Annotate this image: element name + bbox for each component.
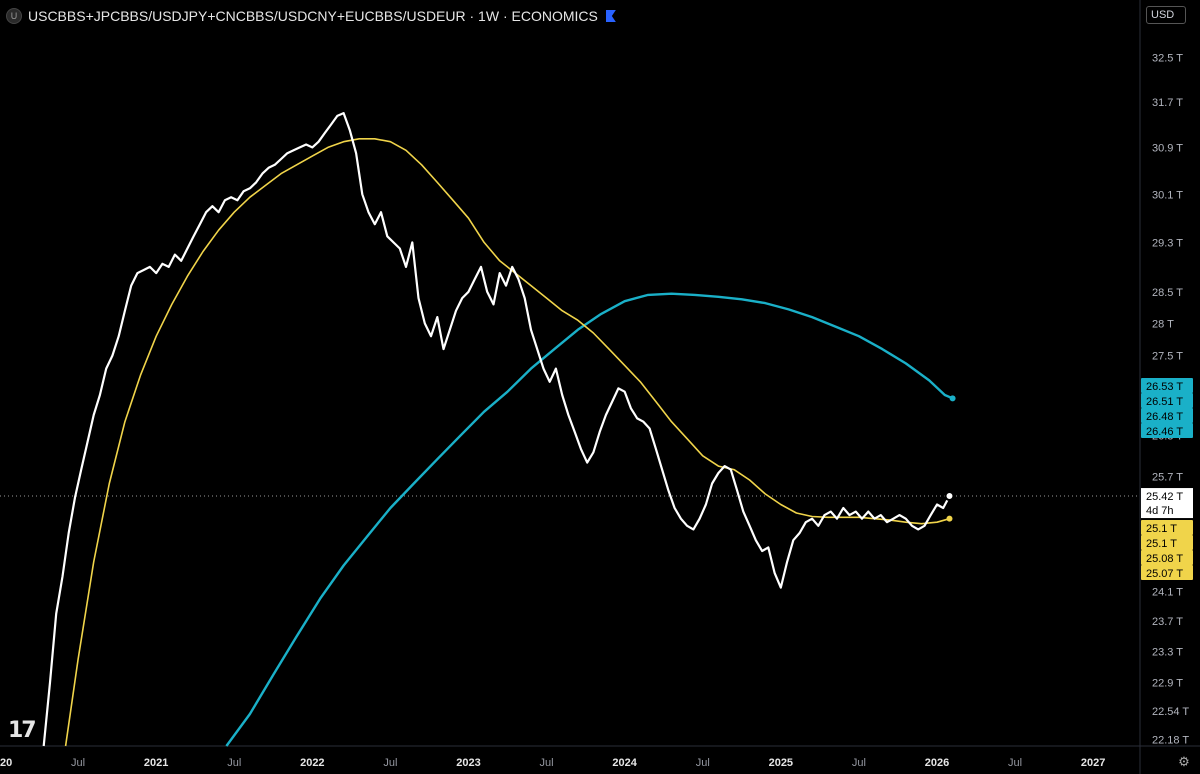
y-tick-label: 31.7 T — [1152, 97, 1183, 109]
y-tick-label: 30.1 T — [1152, 189, 1183, 201]
x-tick-label: 2026 — [925, 757, 949, 769]
currency-selector[interactable]: USD — [1146, 6, 1186, 24]
ma-fast-badge-bg — [1141, 550, 1193, 565]
tradingview-logo[interactable]: 17 — [8, 718, 37, 743]
ma-slow-badge-bg — [1141, 378, 1193, 393]
ma-fast-badge: 25.1 T — [1146, 538, 1177, 550]
last-price-badge: 25.42 T — [1146, 491, 1183, 503]
ma-fast-badge-bg — [1141, 535, 1193, 550]
x-tick-label: 2022 — [300, 757, 324, 769]
price-series-end-point — [944, 491, 955, 502]
y-tick-label: 28 T — [1152, 318, 1174, 330]
ma-slow-badge: 26.51 T — [1146, 396, 1183, 408]
symbol-icon[interactable]: U — [6, 8, 22, 24]
ma-slow-badge-bg — [1141, 393, 1193, 408]
ma-fast-badge: 25.07 T — [1146, 568, 1183, 580]
flag-icon[interactable] — [605, 10, 616, 22]
y-tick-label: 23.7 T — [1152, 616, 1183, 628]
y-tick-label: 32.5 T — [1152, 52, 1183, 64]
x-tick-label: 2027 — [1081, 757, 1105, 769]
ma-fast-badge-bg — [1141, 520, 1193, 535]
x-tick-label: Jul — [383, 757, 397, 769]
ma-fast-badge: 25.1 T — [1146, 523, 1177, 535]
slow-ma-end-point — [949, 395, 956, 402]
x-tick-label: 2021 — [144, 757, 168, 769]
countdown-badge: 4d 7h — [1146, 505, 1174, 517]
ma-slow-badge-bg — [1141, 423, 1193, 438]
symbol-title[interactable]: USCBBS+JPCBBS/USDJPY+CNCBBS/USDCNY+EUCBB… — [28, 8, 598, 24]
x-tick-label: Jul — [1008, 757, 1022, 769]
chart-header: U USCBBS+JPCBBS/USDJPY+CNCBBS/USDCNY+EUC… — [6, 6, 616, 26]
x-tick-label: Jul — [540, 757, 554, 769]
fast-ma-end-point — [946, 515, 953, 522]
y-tick-label: 29.3 T — [1152, 237, 1183, 249]
fast-ma-line[interactable] — [64, 138, 950, 747]
ma-slow-badge: 26.46 T — [1146, 426, 1183, 438]
x-tick-label: 2025 — [769, 757, 793, 769]
ma-slow-badge-bg — [1141, 408, 1193, 423]
y-tick-label: 30.9 T — [1152, 142, 1183, 154]
y-tick-label: 24.1 T — [1152, 586, 1183, 598]
ma-fast-badge: 25.08 T — [1146, 553, 1183, 565]
ma-slow-badge: 26.53 T — [1146, 381, 1183, 393]
last-price-badge-bg — [1141, 488, 1193, 519]
x-tick-label: Jul — [227, 757, 241, 769]
x-tick-label: 2023 — [456, 757, 480, 769]
ma-slow-badge: 26.48 T — [1146, 411, 1183, 423]
price-series-line[interactable] — [42, 112, 951, 747]
y-tick-label: 28.5 T — [1152, 287, 1183, 299]
x-tick-label: Jul — [852, 757, 866, 769]
x-tick-label: 2024 — [612, 757, 637, 769]
y-tick-label: 23.3 T — [1152, 647, 1183, 659]
y-tick-label: 25.7 T — [1152, 471, 1183, 483]
y-tick-label: 27.5 T — [1152, 351, 1183, 363]
y-tick-label: 22.18 T — [1152, 735, 1189, 747]
x-tick-label: Jul — [696, 757, 710, 769]
x-tick-label: 2020 — [0, 757, 12, 769]
x-tick-label: Jul — [71, 757, 85, 769]
y-tick-label: 22.9 T — [1152, 677, 1183, 689]
slow-ma-line[interactable] — [225, 292, 954, 747]
ma-fast-badge-bg — [1141, 565, 1193, 580]
y-tick-label: 22.54 T — [1152, 706, 1189, 718]
settings-icon[interactable]: ⚙ — [1178, 754, 1190, 769]
